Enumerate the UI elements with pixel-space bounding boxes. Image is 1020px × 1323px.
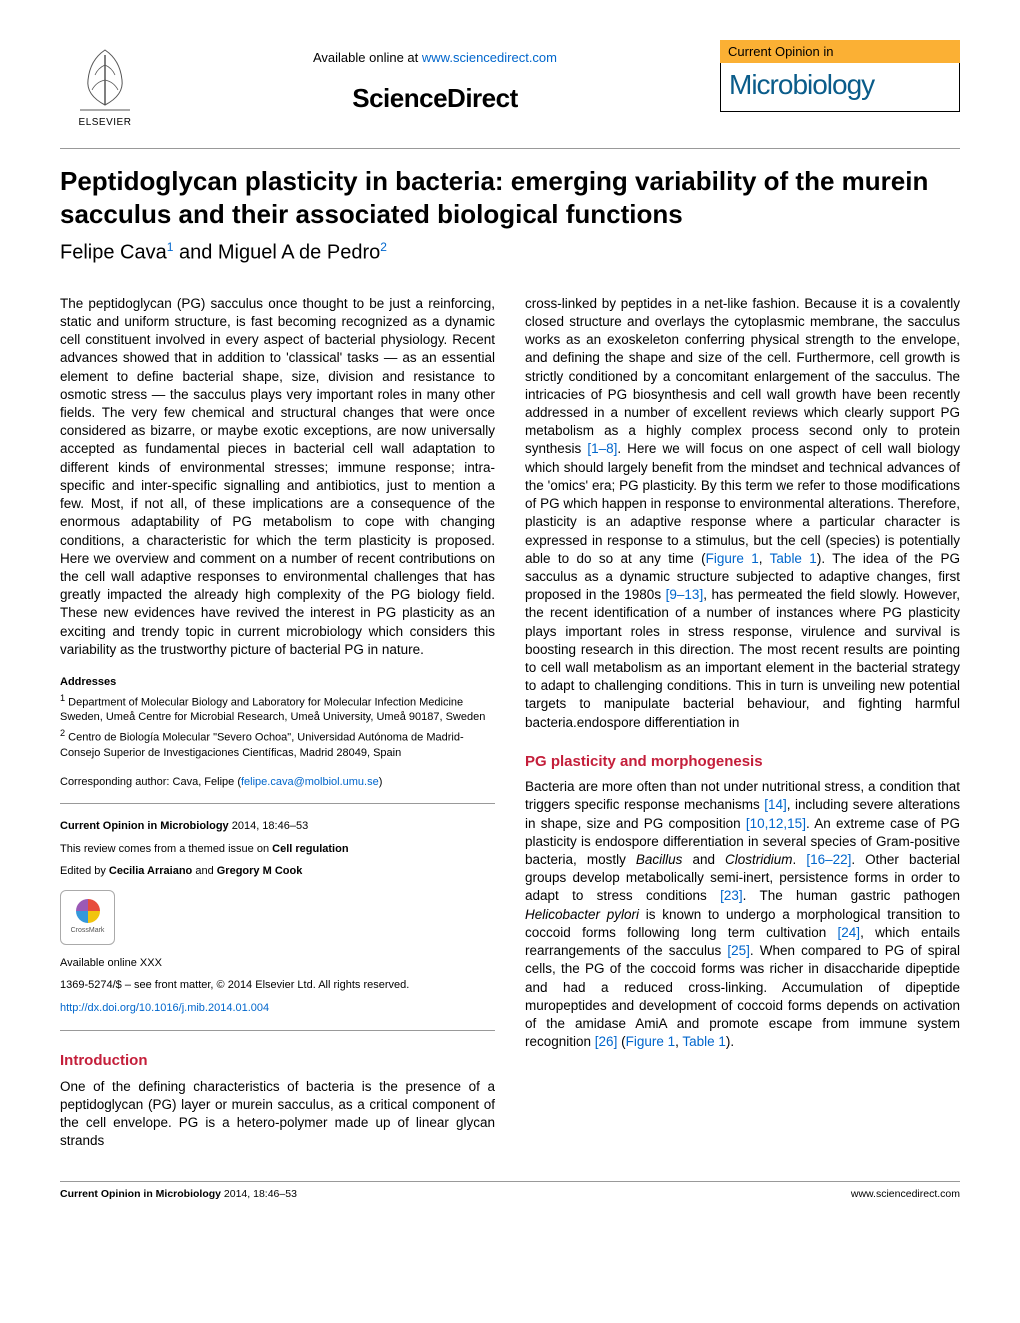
ref-link-25[interactable]: [25] xyxy=(727,943,750,958)
morpho-text-k: ( xyxy=(617,1034,625,1049)
author-2: Miguel A de Pedro xyxy=(218,242,380,264)
morpho-text-d: and xyxy=(682,852,725,867)
intro-text-a: cross-linked by peptides in a net-like f… xyxy=(525,296,960,457)
theme-name: Cell regulation xyxy=(272,843,348,855)
figure-1-link[interactable]: Figure 1 xyxy=(706,551,759,566)
bacillus-italic: Bacillus xyxy=(636,852,683,867)
introduction-col1-text: One of the defining characteristics of b… xyxy=(60,1078,495,1151)
ref-link-23[interactable]: [23] xyxy=(720,888,743,903)
helicobacter-italic: Helicobacter pylori xyxy=(525,907,639,922)
address-2: 2 Centro de Biología Molecular "Severo O… xyxy=(60,727,495,760)
editors-and: and xyxy=(192,865,216,877)
footer-journal: Current Opinion in Microbiology xyxy=(60,1188,221,1200)
ref-link-10-12-15[interactable]: [10,12,15] xyxy=(746,816,806,831)
article-title: Peptidoglycan plasticity in bacteria: em… xyxy=(60,165,960,230)
elsevier-tree-icon xyxy=(70,40,140,115)
page-header: ELSEVIER Available online at www.science… xyxy=(60,40,960,128)
address-1: 1 Department of Molecular Biology and La… xyxy=(60,692,495,725)
figure-1-link-2[interactable]: Figure 1 xyxy=(626,1034,676,1049)
editor-2: Gregory M Cook xyxy=(217,865,303,877)
corresponding-prefix: Corresponding author: Cava, Felipe ( xyxy=(60,776,241,788)
intro-text-b: . Here we will focus on one aspect of ce… xyxy=(525,441,960,565)
morpho-text-j: . When compared to PG of spiral cells, t… xyxy=(525,943,960,1049)
meta-divider-bottom xyxy=(60,1030,495,1031)
introduction-heading: Introduction xyxy=(60,1051,495,1071)
center-header: Available online at www.sciencedirect.co… xyxy=(150,40,720,114)
themed-issue-line: This review comes from a themed issue on… xyxy=(60,841,495,858)
ref-link-16-22[interactable]: [16–22] xyxy=(806,852,851,867)
journal-title-box: Current Opinion in Microbiology xyxy=(720,40,960,112)
citation-details: 2014, 18:46–53 xyxy=(229,820,309,832)
elsevier-logo-block: ELSEVIER xyxy=(60,40,150,128)
crossmark-label: CrossMark xyxy=(71,926,105,937)
corresponding-suffix: ) xyxy=(379,776,383,788)
header-divider xyxy=(60,148,960,149)
meta-block: Current Opinion in Microbiology 2014, 18… xyxy=(60,818,495,1016)
authors-line: Felipe Cava1 and Miguel A de Pedro2 xyxy=(60,240,960,265)
journal-supertitle: Current Opinion in xyxy=(720,40,960,63)
ref-link-26[interactable]: [26] xyxy=(595,1034,618,1049)
morphogenesis-text: Bacteria are more often than not under n… xyxy=(525,778,960,1051)
editor-1: Cecilia Arraiano xyxy=(109,865,192,877)
ref-link-9-13[interactable]: [9–13] xyxy=(666,587,704,602)
editors-line: Edited by Cecilia Arraiano and Gregory M… xyxy=(60,863,495,880)
available-online-meta: Available online XXX xyxy=(60,955,495,972)
citation-journal: Current Opinion in Microbiology xyxy=(60,820,229,832)
available-text: Available online at xyxy=(313,50,422,65)
meta-divider-top xyxy=(60,803,495,804)
corresponding-author: Corresponding author: Cava, Felipe (feli… xyxy=(60,775,495,790)
footer-citation: 2014, 18:46–53 xyxy=(221,1188,297,1200)
authors-and: and xyxy=(173,242,217,264)
corresponding-email-link[interactable]: felipe.cava@molbiol.umu.se xyxy=(241,776,379,788)
author-1: Felipe Cava xyxy=(60,242,167,264)
affiliation-sup-2: 2 xyxy=(380,240,387,254)
right-column: cross-linked by peptides in a net-like f… xyxy=(525,295,960,1151)
sciencedirect-wordmark: ScienceDirect xyxy=(150,83,720,114)
addresses-heading: Addresses xyxy=(60,675,495,690)
table-1-link-2[interactable]: Table 1 xyxy=(682,1034,726,1049)
two-column-body: The peptidoglycan (PG) sacculus once tho… xyxy=(60,295,960,1151)
introduction-col2-text: cross-linked by peptides in a net-like f… xyxy=(525,295,960,732)
elsevier-label: ELSEVIER xyxy=(79,117,132,128)
crossmark-icon xyxy=(76,899,100,923)
morpho-text-e: . xyxy=(793,852,807,867)
left-column: The peptidoglycan (PG) sacculus once tho… xyxy=(60,295,495,1151)
table-1-link[interactable]: Table 1 xyxy=(770,551,817,566)
available-online-line: Available online at www.sciencedirect.co… xyxy=(150,50,720,65)
footer-left: Current Opinion in Microbiology 2014, 18… xyxy=(60,1188,297,1200)
intro-text-d: , has permeated the field slowly. Howeve… xyxy=(525,587,960,730)
ref-link-14[interactable]: [14] xyxy=(764,797,787,812)
edited-by-prefix: Edited by xyxy=(60,865,109,877)
ref-link-24[interactable]: [24] xyxy=(838,925,861,940)
clostridium-italic: Clostridium xyxy=(725,852,793,867)
footer-right: www.sciencedirect.com xyxy=(851,1188,960,1200)
address-1-text: Department of Molecular Biology and Labo… xyxy=(60,697,485,724)
morpho-text-l: ). xyxy=(726,1034,734,1049)
morphogenesis-heading: PG plasticity and morphogenesis xyxy=(525,752,960,772)
address-2-text: Centro de Biología Molecular "Severo Och… xyxy=(60,732,464,759)
comma-1: , xyxy=(759,551,770,566)
journal-name: Microbiology xyxy=(720,63,960,112)
citation-line: Current Opinion in Microbiology 2014, 18… xyxy=(60,818,495,835)
abstract-text: The peptidoglycan (PG) sacculus once tho… xyxy=(60,295,495,659)
morpho-text-g: . The human gastric pathogen xyxy=(743,888,960,903)
issn-copyright: 1369-5274/$ – see front matter, © 2014 E… xyxy=(60,977,495,994)
review-from-text: This review comes from a themed issue on xyxy=(60,843,272,855)
crossmark-badge[interactable]: CrossMark xyxy=(60,890,115,945)
sciencedirect-url-link[interactable]: www.sciencedirect.com xyxy=(422,50,557,65)
ref-link-1-8[interactable]: [1–8] xyxy=(587,441,617,456)
doi-link[interactable]: http://dx.doi.org/10.1016/j.mib.2014.01.… xyxy=(60,1002,269,1014)
page-footer: Current Opinion in Microbiology 2014, 18… xyxy=(60,1181,960,1200)
